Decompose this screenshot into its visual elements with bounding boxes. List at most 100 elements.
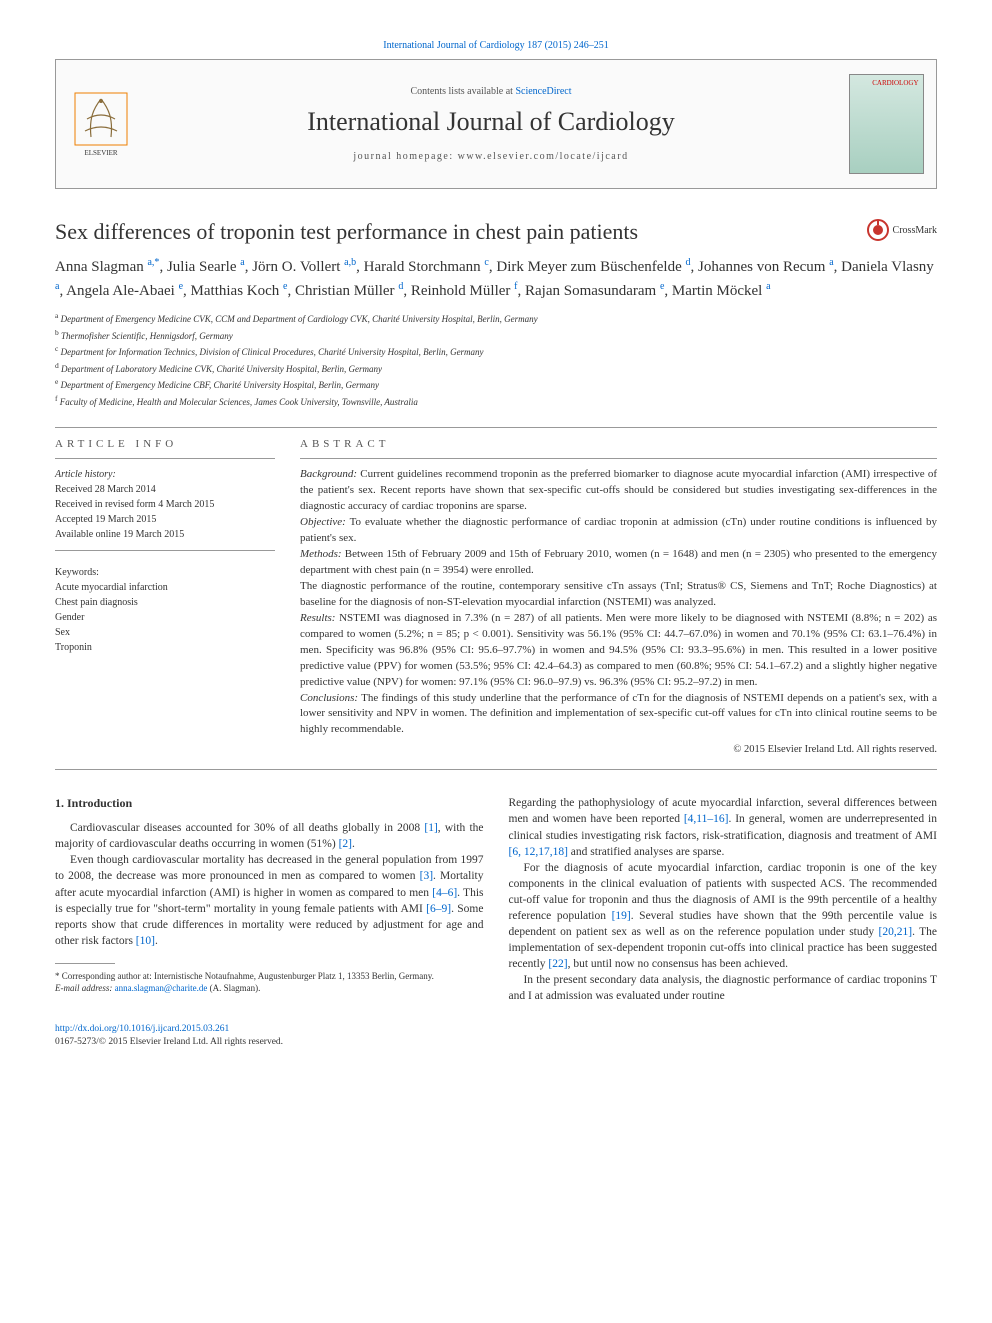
footnote-email-line: E-mail address: anna.slagman@charite.de … [55,982,484,995]
history-accepted: Accepted 19 March 2015 [55,512,275,527]
body-left-column: 1. Introduction Cardiovascular diseases … [55,795,484,1004]
body-text: . [352,838,355,850]
article-info-column: article info Article history: Received 2… [55,438,275,755]
author-name: , Dirk Meyer zum Büschenfelde [489,259,686,275]
issue-citation-link[interactable]: International Journal of Cardiology 187 … [55,40,937,51]
divider [55,769,937,770]
citation-link[interactable]: [22] [548,958,567,970]
abstract-bg: Current guidelines recommend troponin as… [300,468,937,512]
intro-rcol-p1: Regarding the pathophysiology of acute m… [509,795,938,859]
intro-rcol-p2: For the diagnosis of acute myocardial in… [509,860,938,973]
contents-line: Contents lists available at ScienceDirec… [146,86,836,97]
article-history: Article history: Received 28 March 2014 … [55,467,275,542]
citation-link[interactable]: [20,21] [879,926,913,938]
email-link[interactable]: anna.slagman@charite.de [115,983,208,993]
doi-block: http://dx.doi.org/10.1016/j.ijcard.2015.… [55,1023,937,1050]
affiliation-text: Department of Laboratory Medicine CVK, C… [61,364,382,374]
author-name: , Julia Searle [159,259,240,275]
affiliation-line: e Department of Emergency Medicine CBF, … [55,376,937,393]
divider [55,550,275,551]
contents-prefix: Contents lists available at [410,86,515,97]
sciencedirect-link[interactable]: ScienceDirect [515,86,571,97]
author-name: , Jörn O. Vollert [245,259,344,275]
email-label: E-mail address: [55,983,115,993]
citation-link[interactable]: [19] [612,910,631,922]
journal-header-box: ELSEVIER Contents lists available at Sci… [55,59,937,189]
crossmark-icon [867,219,889,241]
affiliation-text: Thermofisher Scientific, Hennigsdorf, Ge… [61,331,233,341]
intro-p2: Even though cardiovascular mortality has… [55,852,484,949]
author-name: , Angela Ale-Abaei [59,283,178,299]
divider [55,427,937,428]
body-text: Cardiovascular diseases accounted for 30… [70,822,424,834]
journal-title: International Journal of Cardiology [146,107,836,137]
citation-link[interactable]: [6–9] [426,903,451,915]
cover-thumb-region: CARDIOLOGY [836,60,936,188]
doi-link[interactable]: http://dx.doi.org/10.1016/j.ijcard.2015.… [55,1024,229,1034]
corresponding-footnote: * Corresponding author at: Internistisch… [55,970,484,995]
author-aff-sup[interactable]: a,b [344,257,356,268]
affiliation-line: c Department for Information Technics, D… [55,343,937,360]
author-aff-sup[interactable]: a,* [147,257,159,268]
keyword: Gender [55,610,275,625]
affiliation-line: a Department of Emergency Medicine CVK, … [55,310,937,327]
authors-block: Anna Slagman a,*, Julia Searle a , Jörn O… [55,255,937,302]
keyword: Troponin [55,640,275,655]
author-name: , Daniela Vlasny [834,259,934,275]
email-tail: (A. Slagman). [207,983,260,993]
journal-homepage: journal homepage: www.elsevier.com/locat… [146,151,836,162]
svg-text:ELSEVIER: ELSEVIER [84,149,117,157]
citation-link[interactable]: [1] [424,822,437,834]
citation-link[interactable]: [4,11–16] [684,813,729,825]
affiliations-block: a Department of Emergency Medicine CVK, … [55,310,937,409]
history-label: Article history: [55,467,275,482]
author-name: , Martin Möckel [664,283,766,299]
article-title: Sex differences of troponin test perform… [55,219,852,245]
abstract-meth-label: Methods: [300,548,342,560]
abstract-meth2: The diagnostic performance of the routin… [300,580,937,608]
author-name: , Rajan Somasundaram [517,283,659,299]
author-name: , Johannes von Recum [690,259,829,275]
crossmark-label: CrossMark [893,225,937,236]
author-name: , Christian Müller [287,283,398,299]
publisher-logo-region: ELSEVIER [56,60,146,188]
page-container: International Journal of Cardiology 187 … [0,0,992,1079]
abstract-heading: abstract [300,438,937,450]
citation-link[interactable]: [6, 12,17,18] [509,846,568,858]
body-right-column: Regarding the pathophysiology of acute m… [509,795,938,1004]
intro-rcol-p3: In the present secondary data analysis, … [509,972,938,1004]
intro-heading: 1. Introduction [55,795,484,812]
author-aff-sup[interactable]: a [766,281,770,292]
intro-p1: Cardiovascular diseases accounted for 30… [55,820,484,852]
abstract-text: Background: Current guidelines recommend… [300,467,937,738]
footnote-divider [55,963,115,964]
crossmark-badge[interactable]: CrossMark [867,219,937,241]
citation-link[interactable]: [10] [136,935,155,947]
author-name: Anna Slagman [55,259,147,275]
affiliation-text: Department for Information Technics, Div… [61,347,484,357]
keywords-block: Keywords: Acute myocardial infarction Ch… [55,565,275,655]
affiliation-text: Faculty of Medicine, Health and Molecula… [60,397,418,407]
abstract-column: abstract Background: Current guidelines … [300,438,937,755]
keyword: Chest pain diagnosis [55,595,275,610]
affiliation-line: d Department of Laboratory Medicine CVK,… [55,360,937,377]
abstract-conc: The findings of this study underline tha… [300,692,937,736]
affiliation-text: Department of Emergency Medicine CVK, CC… [61,314,538,324]
abstract-res: NSTEMI was diagnosed in 7.3% (n = 287) o… [300,612,937,688]
affiliation-line: b Thermofisher Scientific, Hennigsdorf, … [55,327,937,344]
citation-link[interactable]: [3] [420,870,433,882]
article-info-heading: article info [55,438,275,450]
header-center: Contents lists available at ScienceDirec… [146,76,836,172]
abstract-res-label: Results: [300,612,335,624]
author-name: , Reinhold Müller [403,283,514,299]
abstract-copyright: © 2015 Elsevier Ireland Ltd. All rights … [300,744,937,755]
citation-link[interactable]: [4–6] [432,887,457,899]
author-name: , Matthias Koch [183,283,283,299]
keyword: Sex [55,625,275,640]
doi-copyright: 0167-5273/© 2015 Elsevier Ireland Ltd. A… [55,1037,283,1047]
keywords-label: Keywords: [55,565,275,580]
affiliation-line: f Faculty of Medicine, Health and Molecu… [55,393,937,410]
abstract-obj-label: Objective: [300,516,346,528]
footnote-corr: * Corresponding author at: Internistisch… [55,970,484,983]
citation-link[interactable]: [2] [339,838,352,850]
